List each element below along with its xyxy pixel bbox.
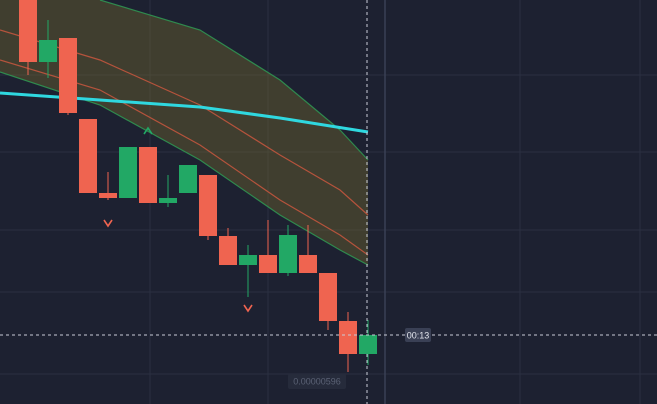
- candle-body: [279, 235, 297, 273]
- band-fill: [0, 0, 368, 265]
- candle-body: [39, 40, 57, 62]
- candle: [119, 147, 137, 198]
- indicator-line: [0, 59, 369, 256]
- signal-arrow: [103, 219, 113, 228]
- candle-body: [339, 321, 357, 354]
- timer-box: [405, 328, 431, 342]
- candle: [139, 147, 157, 203]
- candle-body: [299, 255, 317, 273]
- candle: [79, 119, 97, 193]
- candle-body: [199, 175, 217, 236]
- candle-body: [359, 335, 377, 354]
- candle: [319, 273, 337, 330]
- candle: [359, 320, 377, 365]
- signal-arrow: [243, 304, 253, 313]
- crosshair-box: [288, 374, 346, 389]
- timer-label: 00:13: [407, 330, 430, 340]
- candle-body: [139, 147, 157, 203]
- candle-body: [79, 119, 97, 193]
- candle-body: [179, 165, 197, 193]
- candle: [239, 245, 257, 297]
- candle: [259, 220, 277, 273]
- candle-body: [219, 236, 237, 265]
- indicator-line: [0, 29, 369, 216]
- candle-body: [259, 255, 277, 273]
- candle-body: [319, 273, 337, 321]
- candle-body: [99, 193, 117, 198]
- candle: [339, 312, 357, 372]
- indicator-line: [99, 0, 369, 161]
- candle: [159, 175, 177, 207]
- candle: [99, 172, 117, 200]
- candle: [39, 20, 57, 78]
- candle: [59, 38, 77, 115]
- candle-body: [239, 255, 257, 265]
- candle: [179, 165, 197, 193]
- candle: [199, 175, 217, 240]
- candle: [299, 225, 317, 273]
- signal-arrow: [143, 126, 153, 135]
- candle-body: [59, 38, 77, 113]
- candle: [19, 0, 37, 75]
- candle-body: [19, 0, 37, 62]
- candle: [279, 225, 297, 276]
- crosshair-label: 0.00000596: [293, 376, 341, 386]
- candle-body: [119, 147, 137, 198]
- candle-body: [159, 198, 177, 203]
- candle: [219, 228, 237, 265]
